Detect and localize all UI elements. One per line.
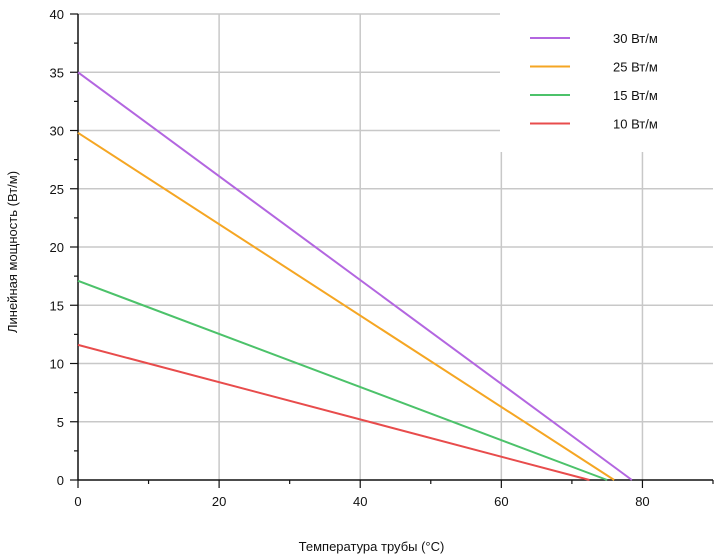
x-tick-label: 60 [494,494,508,509]
series-line [77,279,608,481]
tick-labels: 0 5 10 15 20 25 30 35 40 0 20 40 60 80 [50,7,650,509]
y-axis-title: Линейная мощность (Вт/м) [5,171,20,333]
y-tick-label: 30 [50,124,64,139]
axes [70,13,714,488]
x-tick-label: 0 [74,494,81,509]
y-tick-label: 35 [50,65,64,80]
x-tick-label: 20 [212,494,226,509]
y-tick-label: 20 [50,240,64,255]
legend-label: 25 Вт/м [613,60,658,75]
series-line [77,71,633,481]
legend-label: 30 Вт/м [613,31,658,46]
y-tick-label: 0 [57,473,64,488]
y-tick-label: 15 [50,298,64,313]
series-line [77,343,590,481]
y-tick-label: 10 [50,357,64,372]
y-tick-label: 40 [50,7,64,22]
legend: 30 Вт/м 25 Вт/м 15 Вт/м 10 Вт/м [530,31,658,132]
y-tick-label: 5 [57,415,64,430]
x-tick-label: 40 [353,494,367,509]
y-tick-label: 25 [50,182,64,197]
x-axis-title: Температура трубы (°C) [299,539,445,554]
legend-label: 10 Вт/м [613,117,658,132]
grid [78,13,713,480]
series-line [77,131,615,481]
legend-label: 15 Вт/м [613,88,658,103]
series-lines [77,71,633,481]
x-tick-label: 80 [635,494,649,509]
